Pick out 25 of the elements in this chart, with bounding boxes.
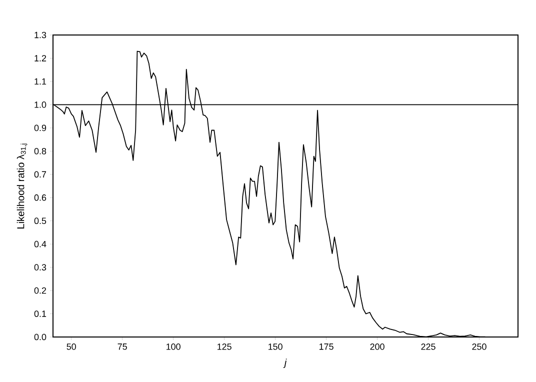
x-tick-label: 200 — [370, 344, 384, 350]
x-tick-label: 150 — [268, 344, 282, 350]
y-axis-title: Likelihood ratio λ$_{31,j}$ — [16, 144, 28, 228]
y-tick-label: 0.0 — [34, 334, 46, 340]
y-tick-label: 0.8 — [34, 148, 46, 154]
y-tick-label: 1.3 — [34, 32, 46, 38]
y-tick-label: 1.2 — [34, 55, 46, 62]
x-tick-label: 250 — [472, 344, 486, 350]
x-tick-label: 125 — [218, 344, 232, 350]
x-tick-label: 75 — [118, 344, 127, 350]
y-tick-label: 0.4 — [34, 240, 46, 248]
y-tick-label: 1.1 — [34, 78, 46, 85]
x-tick-label: 175 — [320, 344, 334, 350]
y-tick-label: 0.1 — [34, 310, 46, 317]
y-tick-label: 1.0 — [34, 102, 46, 108]
y-tick-label: 0.7 — [34, 171, 46, 178]
x-tick-label: 100 — [166, 344, 180, 350]
x-tick-label: 225 — [421, 344, 436, 350]
y-tick-label: 0.3 — [34, 264, 46, 270]
y-tick-label: 0.5 — [34, 218, 46, 224]
x-tick-label: 50 — [66, 344, 76, 350]
y-tick-label: 0.2 — [34, 287, 46, 294]
y-tick-label: 0.9 — [34, 124, 46, 132]
y-tick-label: 0.6 — [34, 194, 46, 201]
x-axis-title: j — [283, 358, 287, 368]
